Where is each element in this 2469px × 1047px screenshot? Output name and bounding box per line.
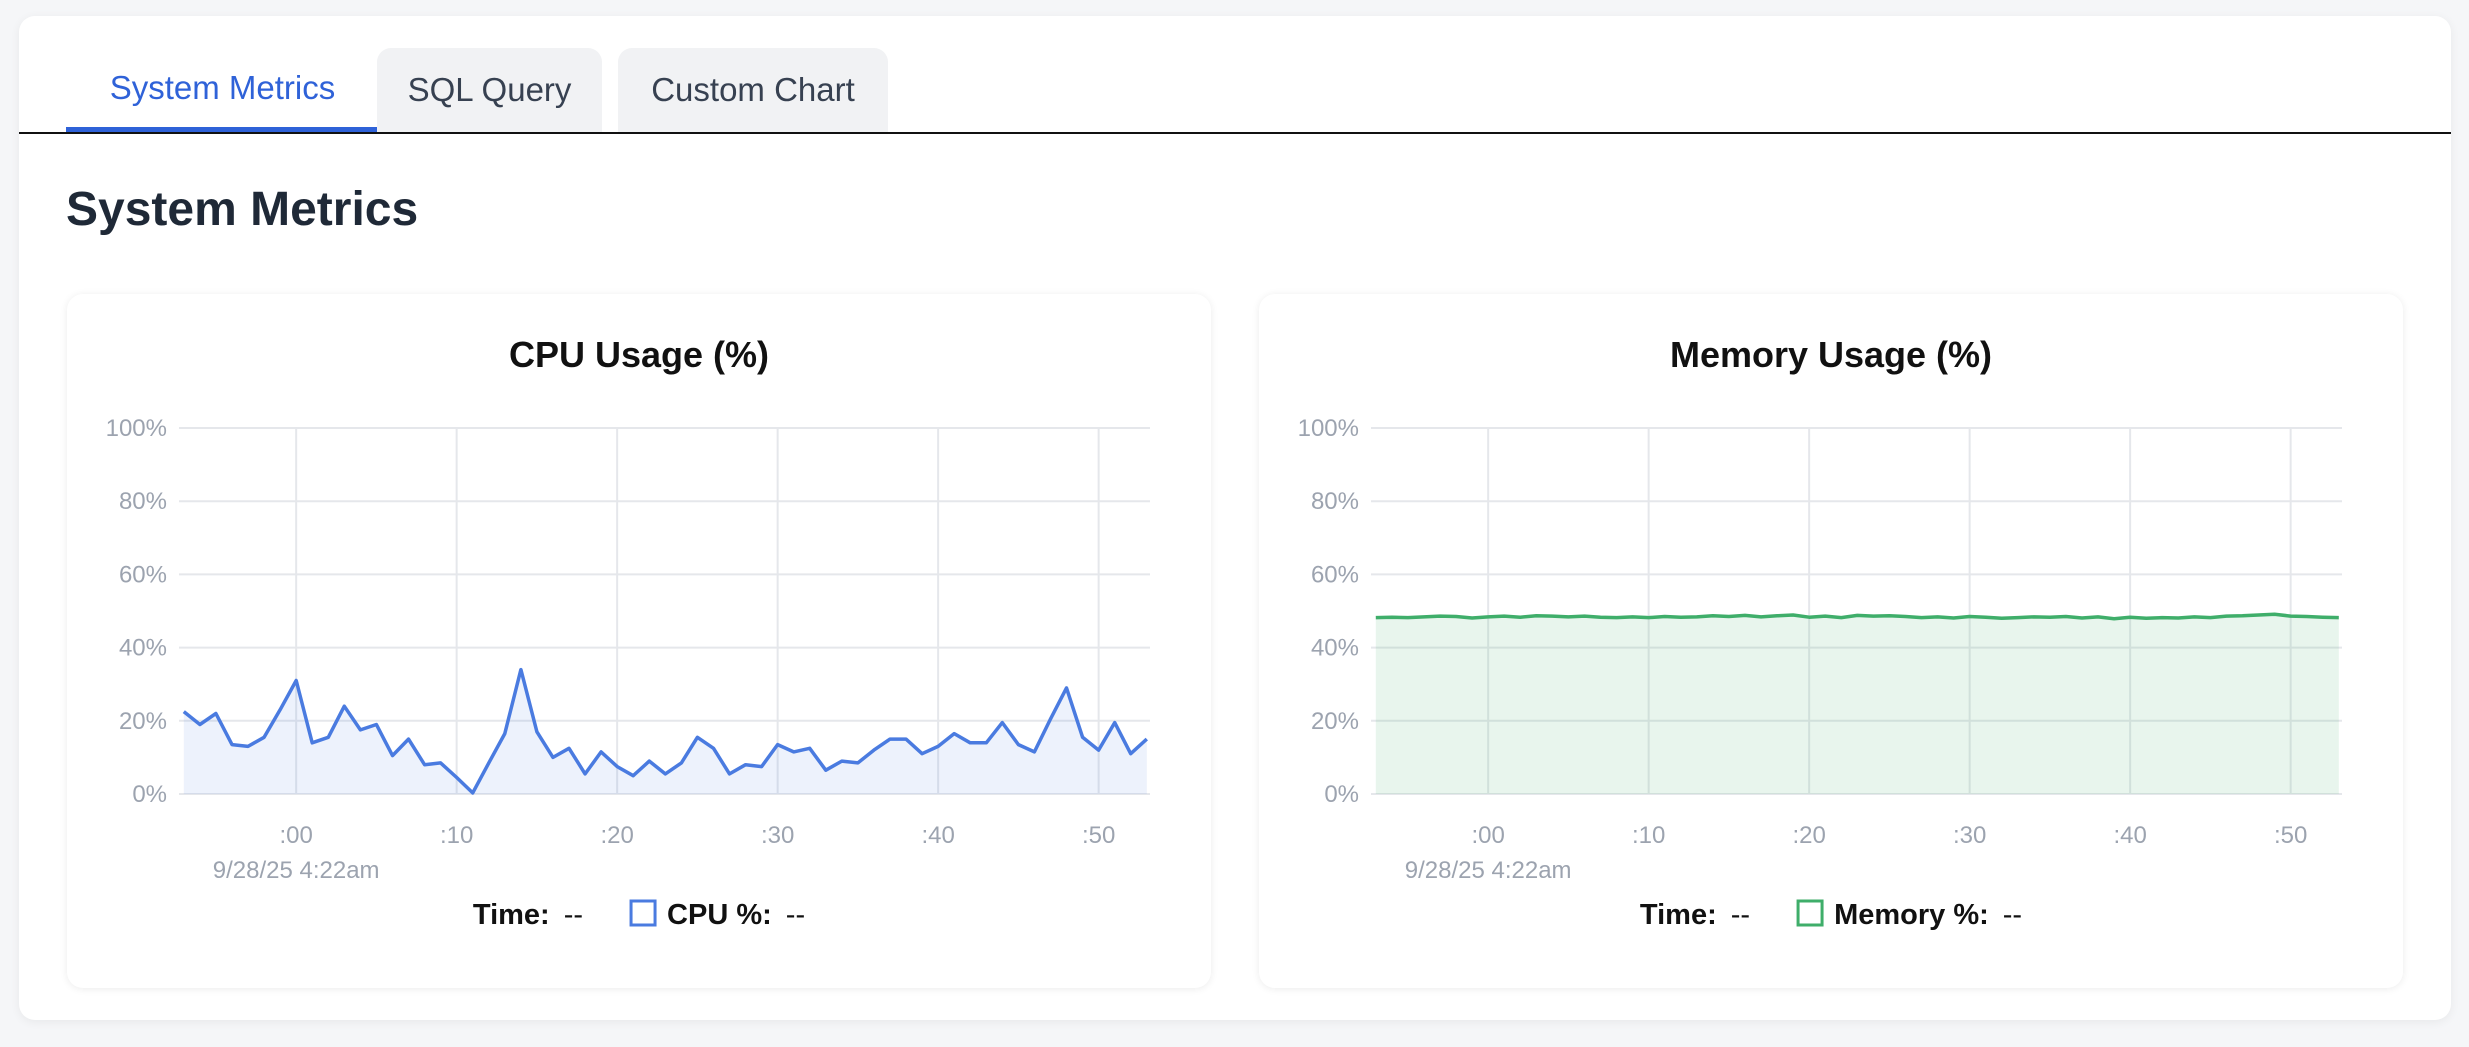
cpu-x-tick-label: :00: [279, 822, 312, 849]
memory-series-area: [1375, 614, 2339, 794]
cpu-y-tick-label: 60%: [119, 561, 167, 588]
cpu-x-tick-label: :20: [600, 822, 633, 849]
legend-series-label: Memory %:: [1834, 899, 1989, 931]
cpu-y-tick-label: 20%: [119, 708, 167, 735]
cpu-legend-swatch: [629, 899, 657, 927]
memory-usage-chart: Memory Usage (%) 0% 20% 40% 60% 80% 100% :00 :10…: [1298, 334, 2342, 931]
legend-series-label: CPU %:: [667, 899, 772, 931]
memory-x-tick-label: :50: [2274, 822, 2307, 849]
cpu-usage-chart: CPU Usage (%) 0% 20% 40% 60% 80% 100% :00 :10 :20…: [106, 334, 1150, 931]
cpu-legend: Time: -- CPU %: --: [473, 899, 805, 931]
tab-sql-query[interactable]: SQL Query: [377, 48, 602, 132]
tab-system-metrics[interactable]: System Metrics: [66, 48, 379, 132]
memory-x-tick-label: :30: [1953, 822, 1986, 849]
memory-y-tick-label: 40%: [1311, 635, 1359, 662]
cpu-series-area: [183, 669, 1147, 794]
cpu-x-sublabel: 9/28/25 4:22am: [213, 857, 380, 884]
memory-y-tick-label: 20%: [1311, 708, 1359, 735]
legend-series-value: --: [2003, 899, 2022, 931]
memory-y-tick-label: 60%: [1311, 561, 1359, 588]
legend-time-value: --: [1731, 899, 1750, 931]
cpu-y-tick-label: 100%: [106, 415, 167, 442]
memory-chart-title: Memory Usage (%): [1670, 334, 1992, 375]
cpu-y-tick-label: 0%: [132, 781, 167, 808]
legend-time-label: Time:: [473, 899, 550, 931]
memory-x-tick-label: :40: [2113, 822, 2146, 849]
cpu-y-tick-label: 40%: [119, 635, 167, 662]
memory-x-sublabel: 9/28/25 4:22am: [1405, 857, 1572, 884]
memory-legend: Time: -- Memory %: --: [1640, 899, 2022, 931]
legend-time-label: Time:: [1640, 899, 1717, 931]
memory-legend-swatch: [1796, 899, 1824, 927]
tab-bar: System Metrics SQL Query Custom Chart: [19, 16, 2451, 134]
legend-time-value: --: [564, 899, 583, 931]
memory-y-tick-label: 100%: [1298, 415, 1359, 442]
cpu-series-line: [182, 667, 1148, 795]
memory-x-tick-label: :10: [1632, 822, 1665, 849]
memory-series-line: [1375, 612, 2339, 621]
memory-x-tick-label: :20: [1792, 822, 1825, 849]
cpu-y-tick-label: 80%: [119, 488, 167, 515]
cpu-x-tick-label: :50: [1082, 822, 1115, 849]
metrics-panel: System Metrics SQL Query Custom Chart Sy…: [19, 16, 2451, 1020]
memory-chart-card: Memory Usage (%) 0% 20% 40% 60% 80% 100% :00 :10…: [1259, 294, 2403, 988]
cpu-x-tick-label: :40: [921, 822, 954, 849]
page-title: System Metrics: [66, 183, 419, 236]
legend-series-value: --: [786, 899, 805, 931]
cpu-x-tick-label: :10: [440, 822, 473, 849]
memory-y-tick-label: 80%: [1311, 488, 1359, 515]
cpu-chart-title: CPU Usage (%): [509, 334, 769, 375]
memory-y-tick-label: 0%: [1324, 781, 1359, 808]
cpu-chart-card: CPU Usage (%) 0% 20% 40% 60% 80% 100% :00 :10 :20…: [67, 294, 1211, 988]
memory-x-tick-label: :00: [1471, 822, 1504, 849]
tab-custom-chart[interactable]: Custom Chart: [618, 48, 888, 132]
cpu-x-tick-label: :30: [761, 822, 794, 849]
